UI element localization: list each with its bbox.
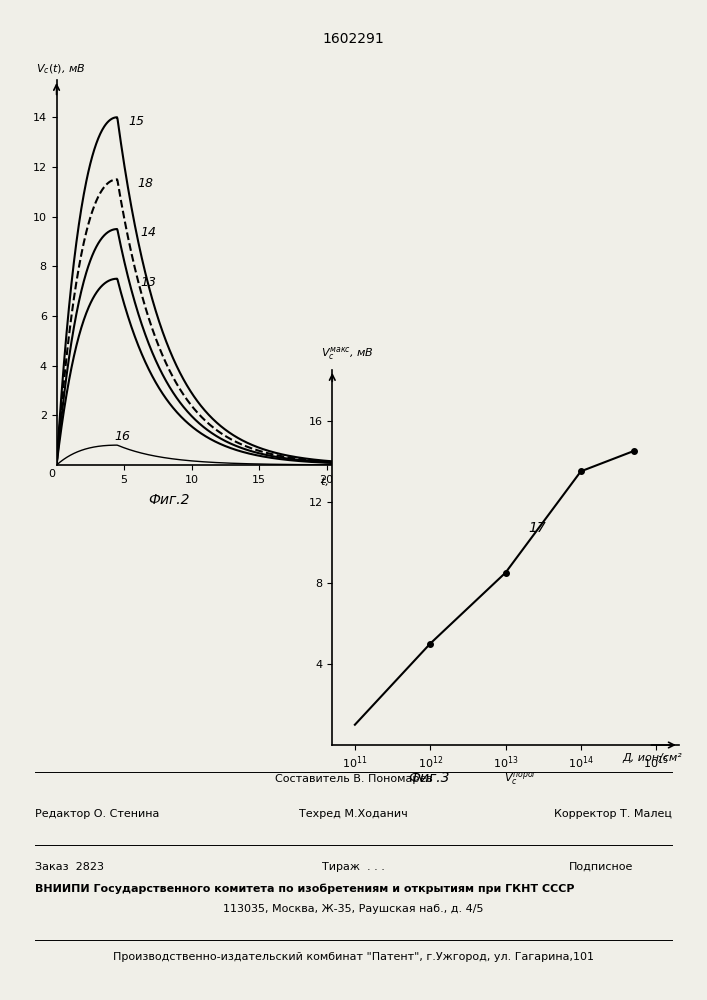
Text: 17: 17 xyxy=(528,521,546,535)
Text: Составитель В. Пономарев: Составитель В. Пономарев xyxy=(274,774,433,784)
Text: 16: 16 xyxy=(115,430,131,443)
Text: Д, ион/см²: Д, ион/см² xyxy=(623,753,682,763)
Text: Заказ  2823: Заказ 2823 xyxy=(35,862,105,872)
Text: Подписное: Подписное xyxy=(568,862,633,872)
Text: Техред М.Ходанич: Техред М.Ходанич xyxy=(299,809,408,819)
Text: Редактор О. Стенина: Редактор О. Стенина xyxy=(35,809,160,819)
Text: Корректор Т. Малец: Корректор Т. Малец xyxy=(554,809,672,819)
Text: t, мкс: t, мкс xyxy=(321,477,354,487)
Text: 0: 0 xyxy=(49,469,55,479)
Text: Тираж  . . .: Тираж . . . xyxy=(322,862,385,872)
Text: $V_c(t)$, мВ: $V_c(t)$, мВ xyxy=(36,63,86,76)
Text: 15: 15 xyxy=(128,115,144,128)
Text: $V_c^{макс}$, мВ: $V_c^{макс}$, мВ xyxy=(321,345,374,362)
Text: 1602291: 1602291 xyxy=(322,32,385,46)
Text: Фиг.3: Фиг.3 xyxy=(409,772,450,786)
Text: $V_c^{порог}$: $V_c^{порог}$ xyxy=(503,770,537,787)
Text: 13: 13 xyxy=(140,276,156,289)
Text: Фиг.2: Фиг.2 xyxy=(148,492,190,506)
Text: 14: 14 xyxy=(140,226,156,239)
Text: 18: 18 xyxy=(138,177,153,190)
Text: ВНИИПИ Государственного комитета по изобретениям и открытиям при ГКНТ СССР: ВНИИПИ Государственного комитета по изоб… xyxy=(35,884,575,894)
Text: Производственно-издательский комбинат "Патент", г.Ужгород, ул. Гагарина,101: Производственно-издательский комбинат "П… xyxy=(113,952,594,962)
Text: 113035, Москва, Ж-35, Раушская наб., д. 4/5: 113035, Москва, Ж-35, Раушская наб., д. … xyxy=(223,904,484,914)
